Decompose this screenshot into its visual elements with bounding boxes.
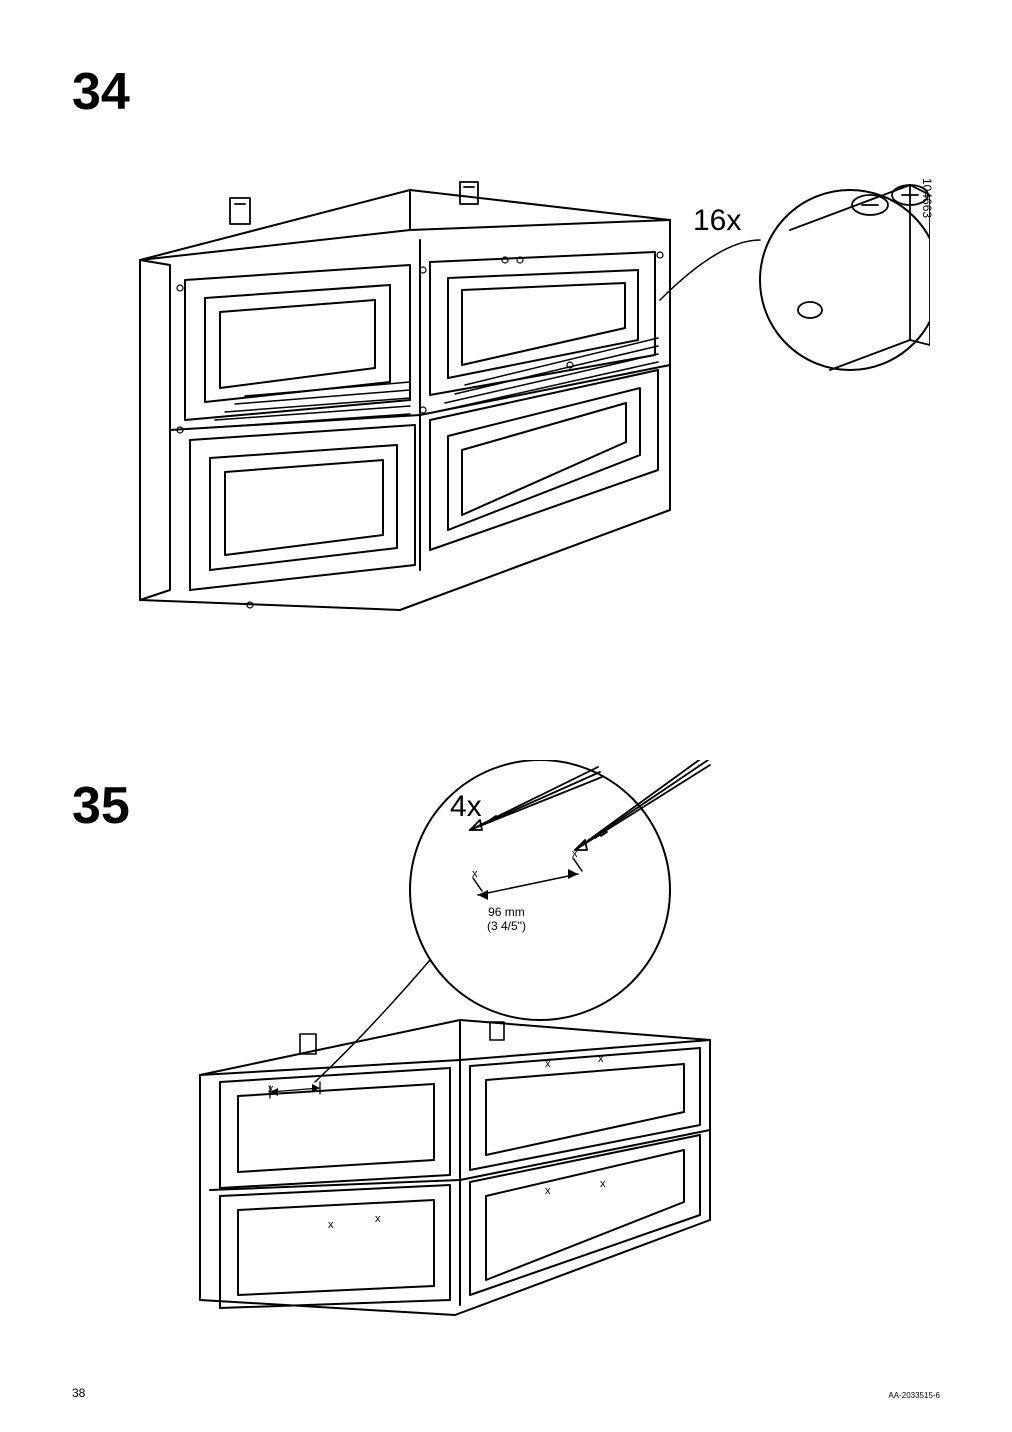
step-35-number: 35 bbox=[72, 776, 130, 836]
instruction-page: 34 16x 104663 bbox=[0, 0, 1012, 1432]
step-34-number: 34 bbox=[72, 62, 130, 122]
step-34-illustration bbox=[110, 170, 930, 620]
step-35-illustration bbox=[170, 760, 870, 1320]
page-number: 38 bbox=[72, 1386, 85, 1400]
document-id: AA-2033515-6 bbox=[888, 1391, 940, 1400]
